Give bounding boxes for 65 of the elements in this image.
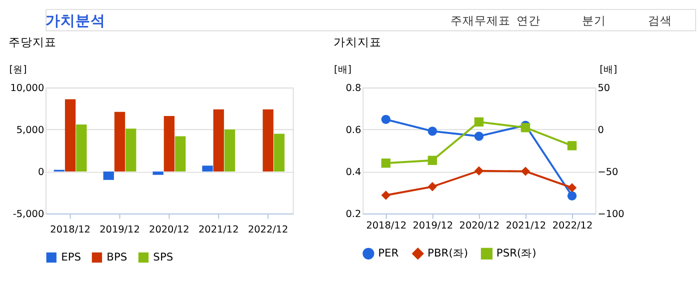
x-tick-label: 2019/12 [100, 224, 140, 236]
point [428, 182, 438, 192]
y-axis-title: [배] [334, 64, 352, 76]
bar [174, 136, 186, 172]
legend-label: PBR(좌) [428, 246, 468, 260]
x-tick-label: 2021/12 [506, 220, 546, 232]
y-tick-label: -5,000 [12, 208, 44, 220]
text: 주재무제표 [450, 13, 510, 28]
legend-label: SPS [153, 250, 174, 264]
y-tick-label: 0.2 [346, 208, 362, 220]
y2-tick-label: 50 [598, 82, 610, 94]
bar [262, 109, 274, 172]
legend-label: PER [378, 246, 400, 260]
y-tick-label: 0.8 [346, 82, 362, 94]
bar [224, 130, 236, 172]
bar [274, 134, 285, 172]
legend-label: BPS [106, 250, 128, 264]
bar [202, 166, 213, 172]
y2-axis-title: [배] [600, 64, 618, 76]
bar [126, 128, 136, 172]
x-tick-label: 2019/12 [412, 220, 454, 232]
y-tick-label: 10,000 [10, 82, 44, 94]
chart-title: 가치지표 [334, 34, 382, 49]
x-tick-label: 2021/12 [198, 224, 239, 236]
y2-tick-label: 0 [598, 124, 604, 136]
point [428, 156, 438, 165]
bar [103, 172, 114, 180]
text: 분기 [582, 13, 606, 28]
y-tick-label: 5,000 [16, 124, 44, 136]
x-tick-label: 2020/12 [459, 220, 500, 232]
x-tick-label: 2018/12 [366, 220, 406, 232]
bar [114, 112, 126, 172]
point [567, 141, 577, 150]
bar [152, 172, 164, 175]
point [381, 190, 390, 200]
y-axis-title: [원] [9, 64, 27, 76]
bar [76, 124, 87, 172]
x-tick-label: 2022/12 [552, 220, 593, 232]
bar [213, 109, 224, 172]
legend-label: PSR(좌) [496, 246, 536, 260]
point [381, 114, 390, 124]
text: 가치분석 [46, 13, 106, 30]
x-tick-label: 2022/12 [248, 224, 288, 236]
bar [164, 116, 175, 172]
text: 검색 [648, 13, 672, 28]
legend-label: EPS [61, 250, 82, 264]
point [474, 166, 484, 176]
text: 연간 [516, 13, 540, 28]
bar [64, 99, 76, 172]
point [567, 183, 577, 192]
x-tick-label: 2018/12 [50, 224, 90, 236]
point [474, 132, 484, 141]
y2-tick-label: −100 [598, 208, 624, 220]
point [520, 166, 530, 176]
y-tick-label: 0.4 [346, 166, 362, 178]
y-tick-label: 0 [38, 166, 44, 178]
y2-tick-label: −50 [598, 166, 618, 178]
point [520, 123, 530, 132]
point [381, 158, 390, 168]
y-tick-label: 0.6 [346, 124, 362, 136]
point [474, 117, 484, 127]
point [428, 126, 438, 136]
chart-title: 주당지표 [8, 34, 57, 49]
x-tick-label: 2020/12 [149, 224, 190, 236]
point [567, 191, 577, 200]
